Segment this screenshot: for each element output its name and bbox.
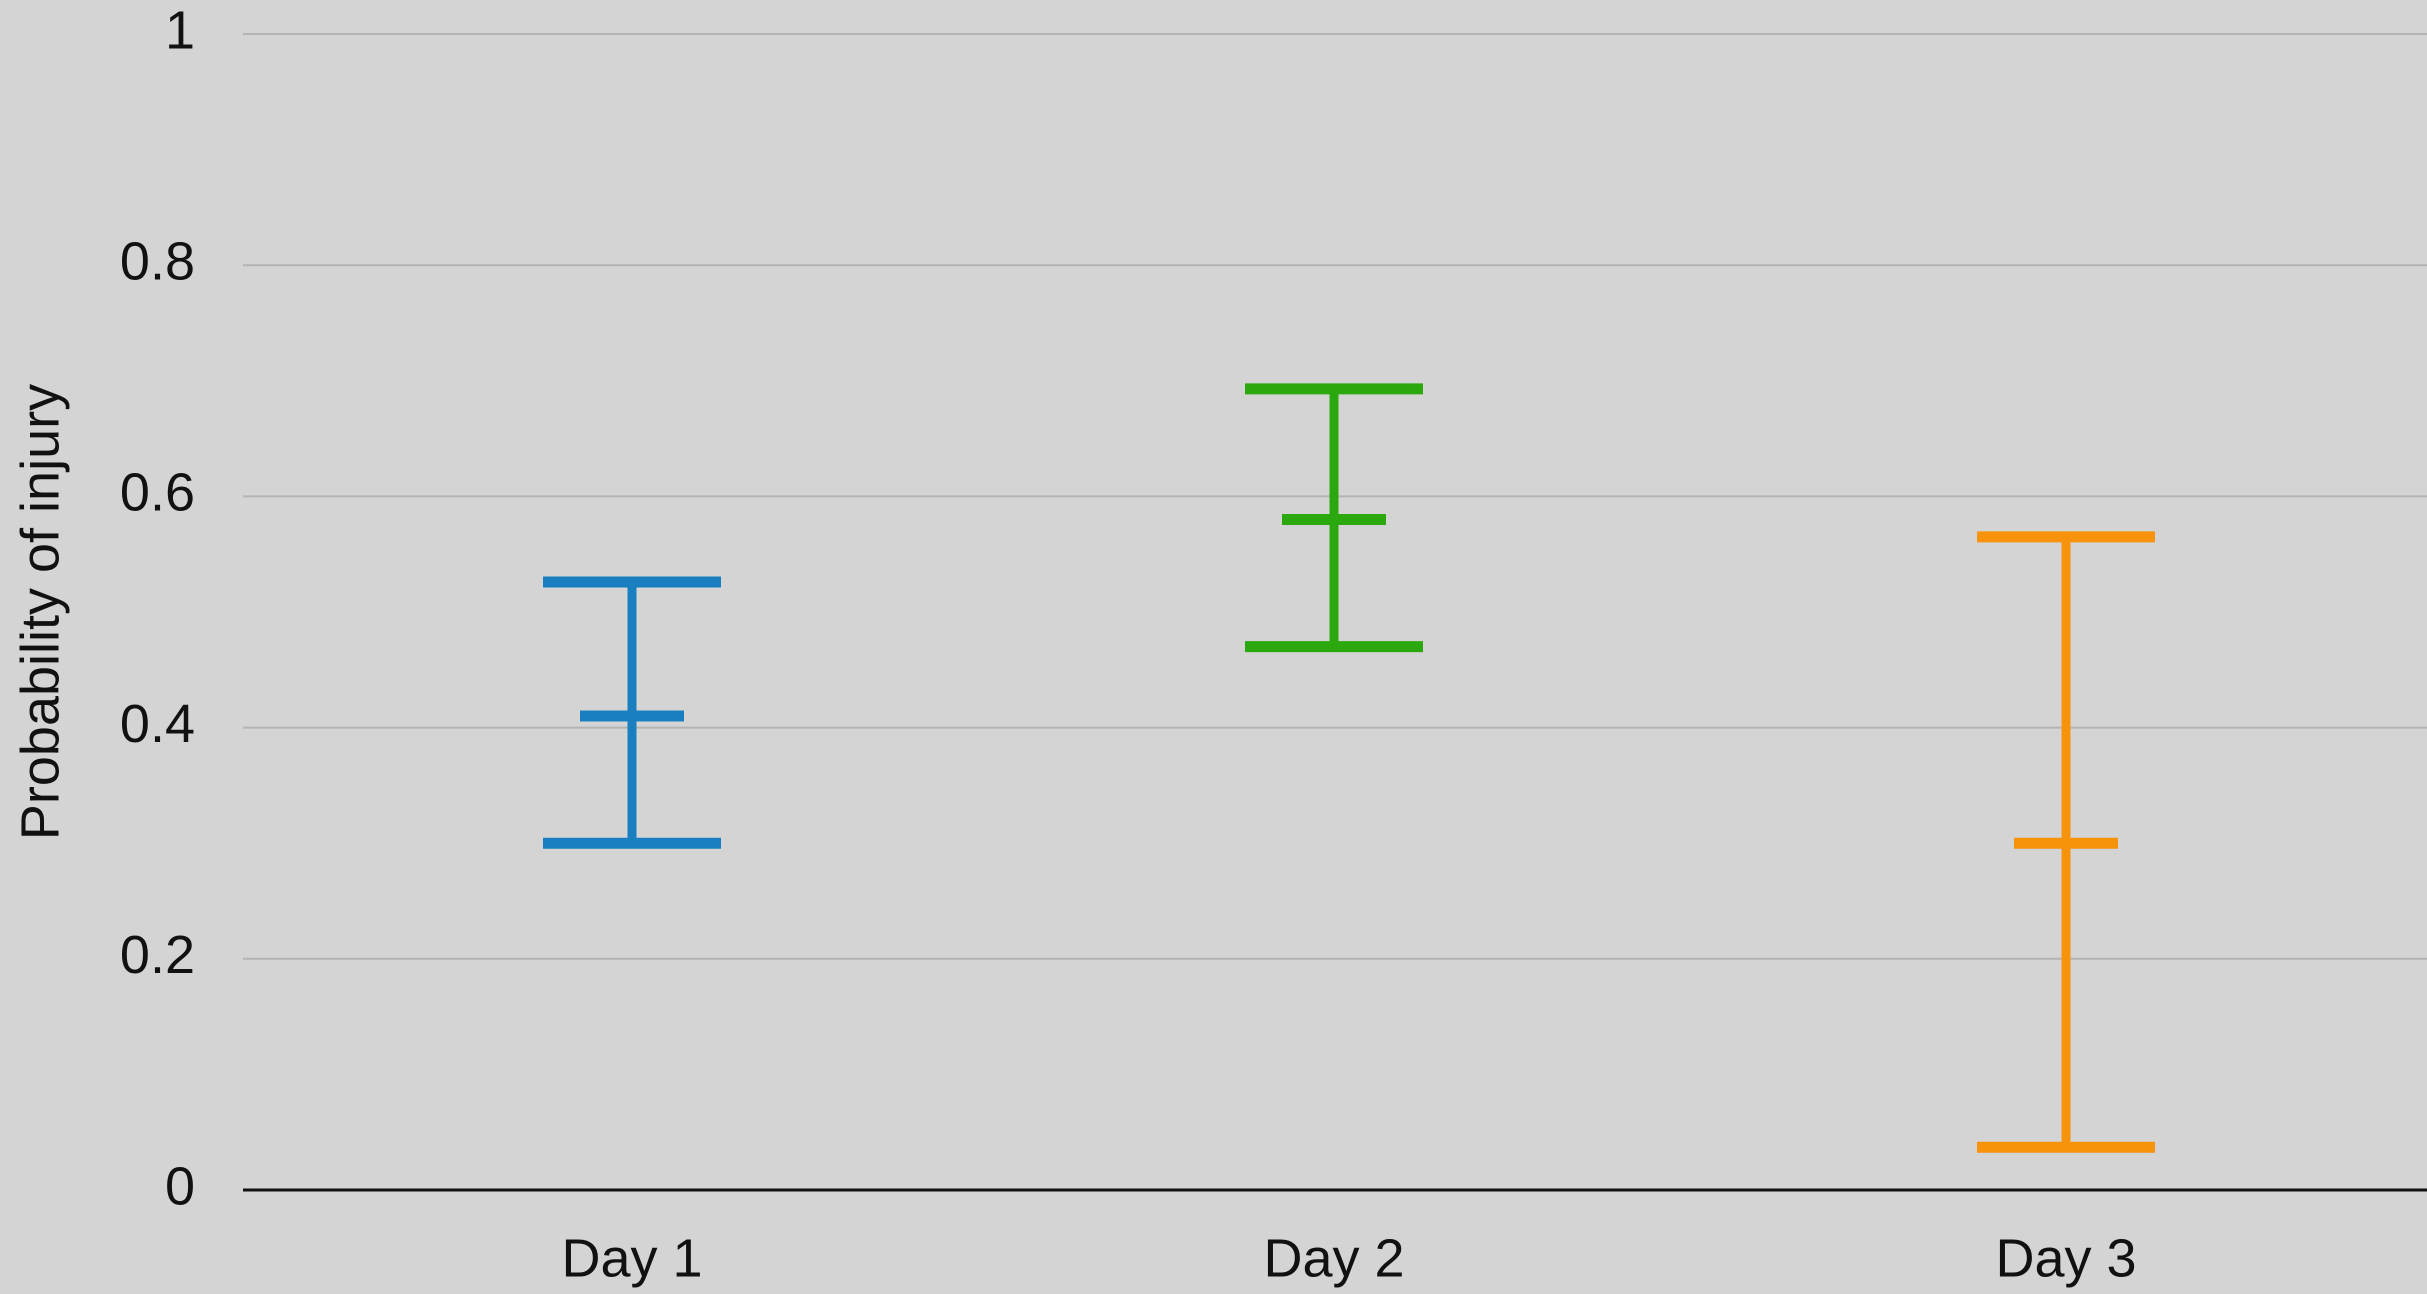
y-axis-label: Probability of injury <box>10 384 70 840</box>
y-tick-label: 0.2 <box>120 925 195 985</box>
x-tick-label: Day 1 <box>561 1228 702 1288</box>
y-tick-label: 0.4 <box>120 694 195 754</box>
y-tick-label: 0.8 <box>120 231 195 291</box>
y-tick-label: 1 <box>165 0 195 60</box>
y-tick-label: 0 <box>165 1156 195 1216</box>
chart: Probability of injury 0 0.2 0.4 0.6 0.8 1 Day … <box>0 0 2427 1294</box>
x-tick-label: Day 2 <box>1263 1228 1404 1288</box>
page: Probability of injury 0 0.2 0.4 0.6 0.8 1 Day … <box>0 0 2427 1294</box>
y-tick-label: 0.6 <box>120 463 195 523</box>
x-tick-label: Day 3 <box>1995 1228 2136 1288</box>
